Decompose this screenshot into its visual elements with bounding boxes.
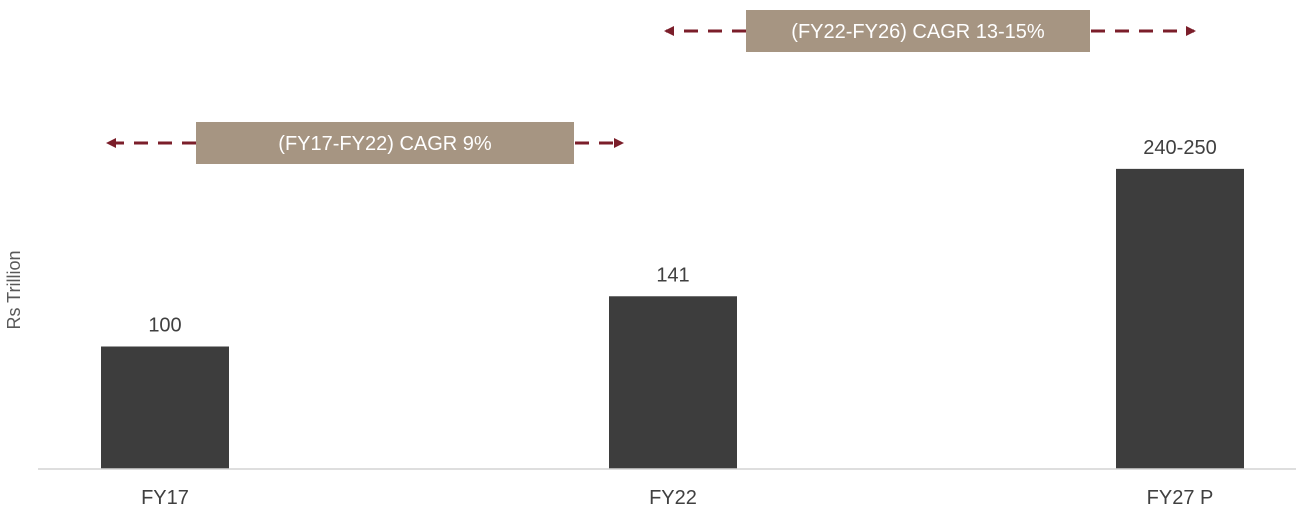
cagr-annotation-fy22-fy26: (FY22-FY26) CAGR 13-15% (664, 10, 1196, 52)
cagr-annotation-fy17-fy22: (FY17-FY22) CAGR 9% (106, 122, 624, 164)
bar-fy17 (101, 346, 229, 469)
bars-group (101, 168, 1244, 469)
x-tick-label: FY17 (141, 487, 189, 509)
x-tick-label: FY27 P (1147, 487, 1214, 509)
x-tick-labels-group: FY17 FY22 FY27 P (141, 487, 1213, 509)
bar-fy22 (609, 296, 737, 469)
bar-value-label: 100 (148, 315, 181, 337)
cagr-box (196, 122, 574, 164)
bar-value-label: 141 (656, 264, 689, 286)
cagr-box (746, 10, 1090, 52)
bar-value-label: 240-250 (1143, 137, 1216, 159)
x-tick-label: FY22 (649, 487, 697, 509)
y-axis-label: Rs Trillion (4, 250, 24, 329)
bar-fy27-p (1116, 168, 1244, 469)
value-labels-group: 100 141 240-250 (148, 137, 1216, 337)
cagr-label: (FY22-FY26) CAGR 13-15% (791, 21, 1045, 43)
cagr-label: (FY17-FY22) CAGR 9% (278, 133, 492, 155)
